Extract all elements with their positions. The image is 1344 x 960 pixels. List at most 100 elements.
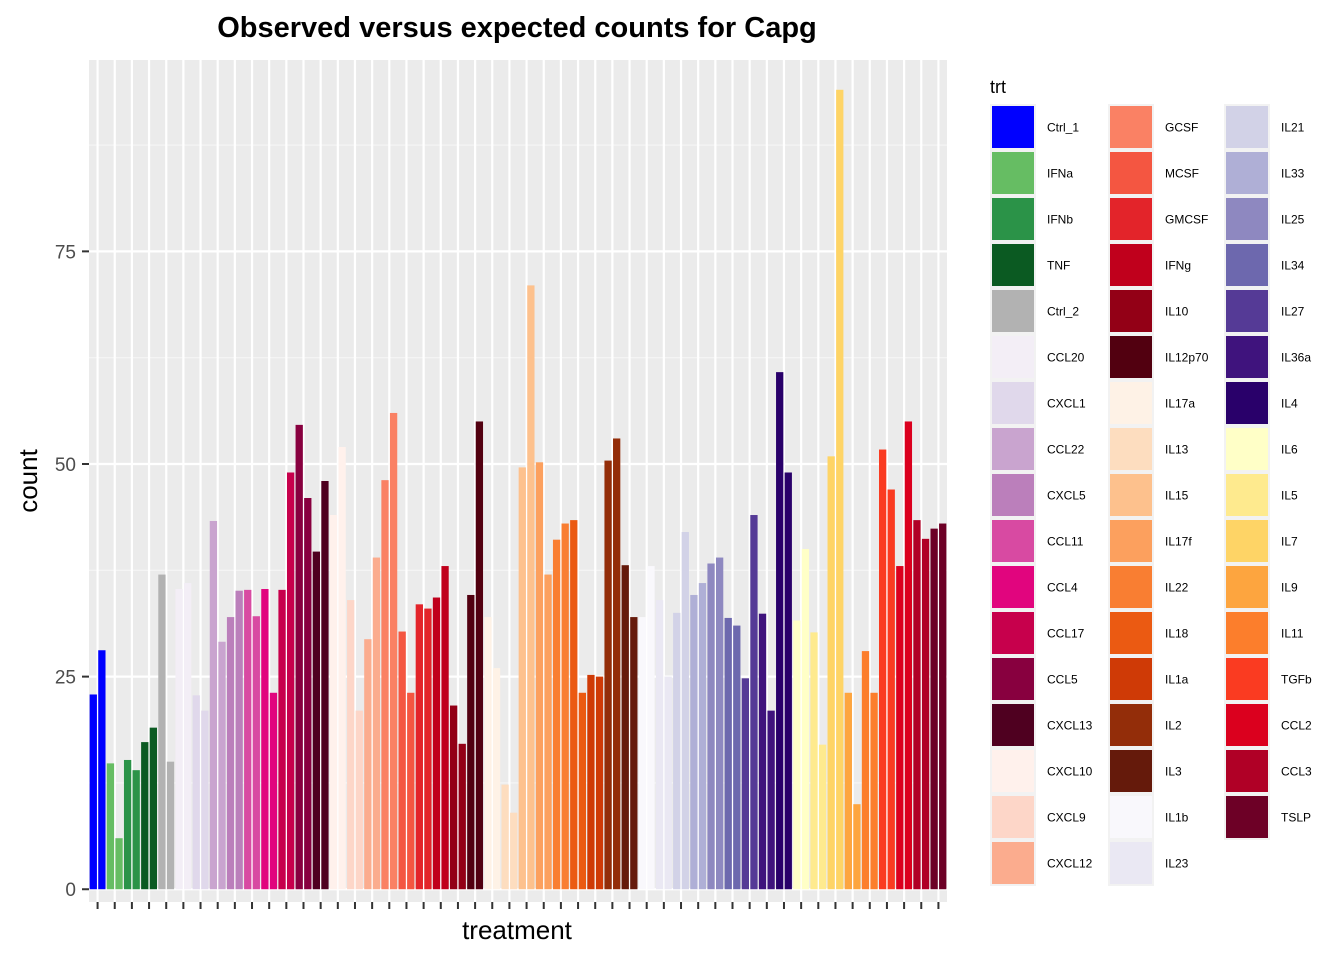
legend-label: IL18: [1165, 627, 1189, 641]
bar-IL13: [501, 784, 509, 890]
bar-IL1b: [647, 566, 655, 890]
y-tick-label: 0: [65, 880, 76, 901]
y-axis: 0 25 50 75: [55, 242, 89, 901]
bar-TNF: [149, 727, 157, 890]
bar-IL4: [776, 372, 784, 890]
bar-IFNa: [106, 763, 115, 890]
bar-CCL22: [209, 520, 218, 890]
legend-label: CCL2: [1281, 719, 1312, 733]
legend-label: CXCL1: [1047, 397, 1086, 411]
bar-CCL2: [896, 566, 904, 890]
bar-CCL2: [904, 421, 913, 890]
legend-swatch-TSLP: [1226, 796, 1268, 838]
legend-label: IL34: [1281, 259, 1305, 273]
bar-TNF: [141, 742, 149, 890]
bar-IL36a: [767, 710, 775, 890]
legend-label: IL17a: [1165, 397, 1195, 411]
x-axis-title: treatment: [462, 915, 573, 945]
bar-IL10: [450, 705, 458, 890]
bar-TGFb: [879, 449, 887, 890]
legend-label: TGFb: [1281, 673, 1312, 687]
y-tick-label: 50: [55, 455, 76, 476]
legend-label: CXCL5: [1047, 489, 1086, 503]
legend-label: IFNa: [1047, 167, 1073, 181]
bar-TSLP: [930, 528, 938, 890]
legend-label: IFNb: [1047, 213, 1073, 227]
legend-label: CCL22: [1047, 443, 1085, 457]
bar-CCL22: [218, 641, 226, 890]
bar-IL6: [801, 549, 810, 890]
legend-label: IL2: [1165, 719, 1182, 733]
legend-swatch-IL34: [1226, 244, 1268, 286]
bar-TGFb: [887, 489, 895, 890]
legend-label: IL4: [1281, 397, 1298, 411]
legend-label: IL22: [1165, 581, 1189, 595]
legend-label: CCL4: [1047, 581, 1078, 595]
bar-IL27: [741, 678, 750, 890]
legend-label: IL33: [1281, 167, 1305, 181]
legend-label: CXCL9: [1047, 811, 1086, 825]
legend-label: MCSF: [1165, 167, 1199, 181]
legend-swatch-CCL5: [992, 658, 1034, 700]
bar-CCL20: [184, 583, 192, 890]
legend-label: Ctrl_2: [1047, 305, 1079, 319]
bars-group: [89, 89, 947, 890]
legend-swatch-CCL3: [1226, 750, 1268, 792]
legend-label: CCL11: [1047, 535, 1084, 549]
bar-IL33: [698, 583, 707, 890]
legend-swatch-IL1a: [1110, 658, 1152, 700]
legend-swatch-IL12p70: [1110, 336, 1152, 378]
legend-label: CCL5: [1047, 673, 1078, 687]
legend-label: CCL20: [1047, 351, 1085, 365]
bar-IL1b: [638, 617, 647, 890]
legend-title: trt: [990, 77, 1006, 97]
legend-swatch-IFNb: [992, 198, 1034, 240]
legend-swatch-IL27: [1226, 290, 1268, 332]
legend-label: IL5: [1281, 489, 1298, 503]
bar-GMCSF: [415, 604, 423, 890]
legend-swatch-IFNa: [992, 152, 1034, 194]
bar-Ctrl_2: [166, 761, 175, 890]
legend-swatch-CXCL13: [992, 704, 1034, 746]
legend-swatch-IL17a: [1110, 382, 1152, 424]
legend-label: IFNg: [1165, 259, 1191, 273]
legend: trt Ctrl_1 IFNa IFNb TNF Ctrl_2 CCL20 CXCL1 CCL…: [990, 77, 1312, 886]
bar-IL34: [724, 617, 732, 890]
bar-IL12p70: [467, 594, 475, 890]
legend-label: GMCSF: [1165, 213, 1208, 227]
bar-IL27: [750, 515, 758, 890]
bar-IL3: [630, 617, 638, 890]
legend-label: IL17f: [1165, 535, 1192, 549]
bar-IL9: [844, 692, 852, 890]
legend-swatch-IL36a: [1226, 336, 1268, 378]
y-tick-label: 25: [55, 668, 76, 689]
y-tick-label: 75: [55, 242, 76, 263]
legend-label: Ctrl_1: [1047, 121, 1079, 135]
x-axis: [96, 902, 940, 909]
bar-IL36a: [758, 613, 767, 890]
bar-IL18: [578, 692, 586, 890]
bar-Ctrl_1: [89, 694, 97, 890]
bar-IL23: [655, 600, 664, 890]
bar-CXCL12: [364, 639, 372, 890]
legend-label: TSLP: [1281, 811, 1311, 825]
bar-CCL17: [286, 472, 295, 890]
bar-IL10: [458, 743, 466, 890]
bar-CCL20: [175, 589, 183, 890]
bar-Ctrl_1: [98, 650, 106, 890]
bar-IL17f: [535, 462, 544, 890]
bar-IL25: [715, 557, 724, 890]
bar-IL12p70: [475, 421, 484, 890]
bar-IL2: [604, 460, 612, 890]
bar-IL4: [784, 472, 792, 890]
bar-CXCL13: [312, 551, 321, 890]
bar-IL21: [673, 612, 681, 890]
bar-IL15: [518, 467, 526, 890]
legend-label: GCSF: [1165, 121, 1198, 135]
bar-CCL5: [295, 424, 303, 890]
bar-IL34: [733, 625, 741, 890]
bar-IL6: [793, 620, 801, 890]
legend-swatch-Ctrl_2: [992, 290, 1034, 332]
legend-label: CCL3: [1281, 765, 1312, 779]
